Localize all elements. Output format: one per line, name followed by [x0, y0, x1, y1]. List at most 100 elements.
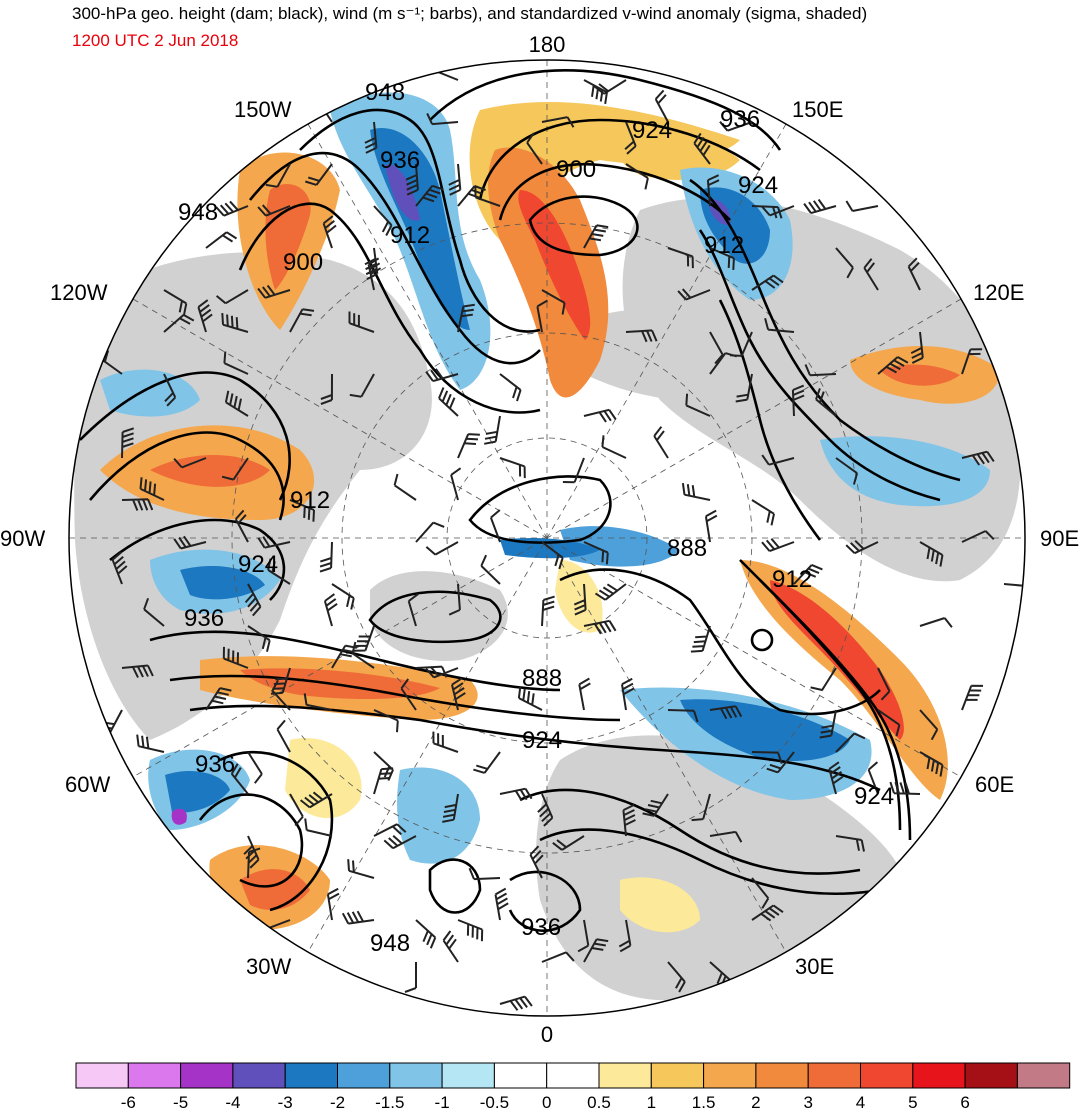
wind-barb: [583, 938, 609, 963]
contour-label: 924: [238, 551, 278, 578]
colorbar-tick-label: 4: [856, 1093, 865, 1112]
wind-barb: [804, 364, 837, 377]
wind-barb: [681, 482, 711, 501]
wind-barb: [819, 709, 837, 739]
wind-barb: [815, 388, 837, 417]
wind-barb: [835, 247, 854, 279]
contour-label: 948: [178, 199, 218, 226]
wind-barb: [230, 763, 249, 795]
colorbar-tick-label: -1: [435, 1093, 450, 1112]
wind-barb: [404, 962, 417, 993]
wind-barb: [442, 930, 459, 963]
colorbar-tick-label: 1.5: [692, 1093, 716, 1112]
wind-barb: [690, 625, 711, 653]
wind-barb: [457, 433, 480, 459]
wind-barb: [863, 258, 879, 291]
map-boundary: [68, 59, 1026, 1017]
colorbar-swatch: [860, 1062, 914, 1089]
wind-barb: [415, 919, 437, 949]
wind-barb: [961, 348, 983, 375]
wind-barb: [828, 761, 844, 795]
contour-label-group: 948 936 924 900 912 948 900 936 924 912 …: [178, 79, 894, 957]
wind-barb: [541, 289, 566, 315]
wind-barb: [121, 498, 154, 511]
wind-barb: [247, 847, 261, 879]
contour-label: 936: [521, 914, 561, 941]
longitude-labels: 180 150E 120E 90E 60E 30E 0 30W 60W 90W …: [0, 32, 1079, 1047]
wind-barb: [835, 732, 866, 753]
wind-barb: [173, 535, 207, 550]
valid-time: 1200 UTC 2 Jun 2018: [72, 31, 239, 50]
wind-barb: [578, 677, 591, 711]
wind-barb: [961, 450, 995, 466]
wind-barb: [791, 384, 805, 417]
contour-label: 912: [704, 232, 744, 259]
wind-barb: [326, 887, 340, 921]
wind-barb: [751, 499, 775, 526]
wind-barb: [601, 435, 627, 459]
wind-barb: [270, 667, 291, 695]
wind-barb: [536, 299, 549, 333]
colorbar-tick-label: -2: [330, 1093, 345, 1112]
contour-label: 948: [370, 930, 410, 957]
wind-barb: [448, 583, 461, 616]
lon-label-90e: 90E: [1040, 526, 1079, 551]
wind-barb: [667, 247, 694, 269]
wind-barb: [642, 793, 669, 817]
wind-barb: [810, 667, 837, 691]
wind-barb: [224, 390, 249, 417]
wind-barb: [653, 426, 669, 459]
wind-barb: [265, 163, 291, 188]
wind-barbs: [98, 60, 1025, 1011]
wind-barb: [704, 509, 718, 543]
wind-barb: [457, 919, 484, 942]
land-siberia-coast: [560, 308, 766, 400]
wind-barb: [751, 904, 784, 922]
contour-label: 900: [556, 156, 596, 183]
colorbar-swatch: [964, 1062, 1018, 1089]
colorbar-swatch: [441, 1062, 495, 1089]
graticule: [69, 60, 1025, 1016]
wind-barb: [442, 793, 459, 823]
wind-barb: [751, 274, 784, 291]
wind-barb: [221, 313, 249, 333]
wind-barb: [1003, 583, 1025, 598]
wind-barb: [621, 677, 635, 711]
wind-barb: [499, 373, 522, 402]
wind-barb: [438, 387, 459, 417]
wind-barb: [215, 289, 249, 305]
wind-barb: [257, 284, 291, 299]
wind-barb: [331, 644, 357, 669]
colorbar-swatch: [180, 1062, 234, 1089]
contour-label: 912: [772, 566, 812, 593]
wind-barb: [276, 719, 291, 753]
wind-barb: [685, 393, 711, 417]
colorbar-tick-label: -6: [121, 1093, 136, 1112]
lon-label-180: 180: [529, 32, 566, 57]
wind-barb: [761, 205, 795, 217]
wind-barb: [793, 563, 823, 585]
wind-barb: [221, 457, 249, 481]
wind-barb: [457, 185, 486, 207]
wind-barb: [121, 664, 154, 678]
contour-label: 912: [290, 487, 330, 514]
wind-barb: [845, 200, 879, 212]
wind-barb: [719, 121, 753, 132]
wind-barb: [867, 761, 879, 795]
wind-barb: [121, 427, 135, 459]
wind-barb: [499, 787, 533, 802]
wind-barb: [919, 617, 953, 628]
wind-barb: [573, 583, 587, 616]
wind-barb: [907, 257, 921, 291]
wind-barb: [136, 734, 165, 753]
wind-barb: [319, 541, 333, 573]
wind-barb: [367, 257, 382, 291]
wind-barb: [677, 288, 711, 301]
wind-barb: [364, 121, 378, 154]
wind-barb: [448, 163, 462, 196]
colorbar-swatch: [703, 1062, 757, 1089]
wind-barb: [347, 859, 375, 879]
lon-label-150e: 150E: [792, 97, 843, 122]
wind-barb: [205, 231, 238, 249]
